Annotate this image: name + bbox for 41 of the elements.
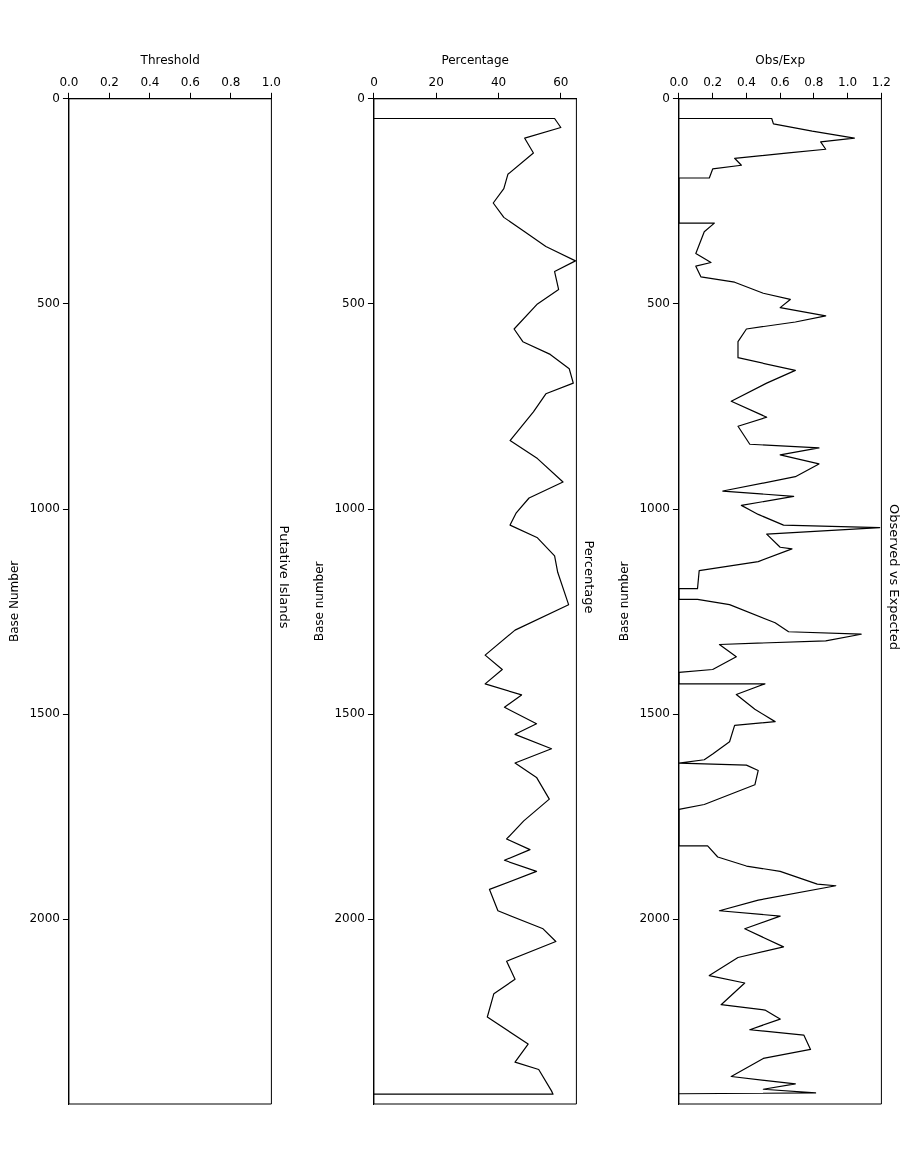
x-tick-label: 1.0 bbox=[838, 74, 858, 89]
y-tick-label: 1000 bbox=[29, 501, 60, 516]
y-tick-label: 0 bbox=[357, 90, 365, 105]
y-tick-label: 2000 bbox=[639, 911, 670, 926]
x-tick-label: 0.0 bbox=[669, 74, 689, 89]
y-axis-title: Base number bbox=[617, 561, 632, 642]
y-tick-label: 500 bbox=[647, 296, 670, 311]
y-tick-label: 1500 bbox=[29, 706, 60, 721]
x-tick-label: 20 bbox=[428, 74, 444, 89]
y-tick-label: 500 bbox=[37, 296, 60, 311]
y-tick-label: 1500 bbox=[639, 706, 670, 721]
y-tick-label: 2000 bbox=[29, 911, 60, 926]
text: Percentage bbox=[581, 540, 597, 614]
x-tick-label: 1.0 bbox=[261, 74, 281, 89]
y-axis-title: Base number bbox=[312, 561, 327, 642]
y-tick-label: 500 bbox=[342, 296, 365, 311]
x-axis-title: Percentage bbox=[441, 53, 509, 68]
y-tick-label: 1000 bbox=[334, 501, 365, 516]
x-tick-label: 0.6 bbox=[770, 74, 790, 89]
y-tick-label: 2000 bbox=[334, 911, 365, 926]
x-tick-label: 0.4 bbox=[736, 74, 756, 89]
y-tick-label: 1000 bbox=[639, 501, 670, 516]
x-axis-title: Obs/Exp bbox=[755, 53, 806, 68]
text: Observed vs Expected bbox=[886, 504, 902, 650]
y-tick-label: 0 bbox=[662, 90, 670, 105]
x-axis-title: Threshold bbox=[139, 53, 200, 68]
text: Putative Islands bbox=[276, 525, 292, 629]
x-tick-label: 0.4 bbox=[140, 74, 160, 89]
x-tick-label: 0.8 bbox=[221, 74, 241, 89]
x-tick-label: 0.0 bbox=[59, 74, 79, 89]
x-tick-label: 60 bbox=[553, 74, 569, 89]
y-axis-title: Base Number bbox=[7, 560, 22, 643]
x-tick-label: 0.2 bbox=[99, 74, 119, 89]
x-tick-label: 1.2 bbox=[871, 74, 891, 89]
x-tick-label: 0.2 bbox=[703, 74, 723, 89]
y-tick-label: 1500 bbox=[334, 706, 365, 721]
x-tick-label: 40 bbox=[490, 74, 507, 89]
x-tick-label: 0 bbox=[370, 74, 378, 89]
x-tick-label: 0.6 bbox=[180, 74, 200, 89]
x-tick-label: 0.8 bbox=[804, 74, 824, 89]
y-tick-label: 0 bbox=[52, 90, 60, 105]
